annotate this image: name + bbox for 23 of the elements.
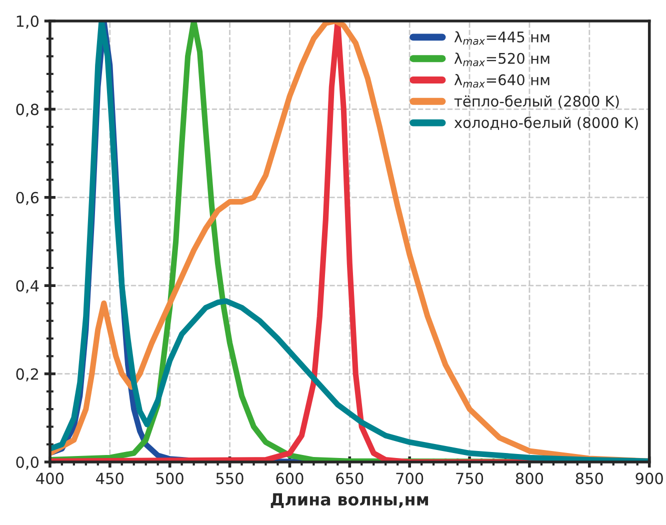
x-tick-label: 550 [216,472,244,484]
x-tick-label: 800 [516,472,544,484]
legend-label: λ$_{max}$=445 нм [454,31,550,45]
legend-label: λ$_{max}$=640 нм [454,74,550,88]
x-tick-label: 900 [636,472,663,484]
x-tick-label: 700 [396,472,424,484]
legend-label: λ$_{max}$=520 нм [454,52,550,66]
x-tick-label: 400 [36,472,64,484]
x-tick-label: 450 [96,472,124,484]
y-tick-label: 0,2 [16,368,38,382]
x-tick-label: 850 [576,472,603,484]
x-tick-label: 600 [276,472,304,484]
x-axis-title: Длина волны,нм [270,493,428,508]
y-tick-label: 0,4 [16,280,39,294]
legend-label: холодно-белый (8000 K) [454,116,638,130]
y-tick-label: 1,0 [16,15,39,29]
x-tick-label: 500 [156,472,184,484]
x-tick-label: 650 [336,472,364,484]
y-tick-label: 0,8 [16,104,38,117]
legend-label: тёпло-белый (2800 K) [454,95,619,108]
y-tick-label: 0,6 [16,192,39,205]
x-tick-label: 750 [456,472,484,484]
y-tick-label: 0,0 [16,456,39,470]
